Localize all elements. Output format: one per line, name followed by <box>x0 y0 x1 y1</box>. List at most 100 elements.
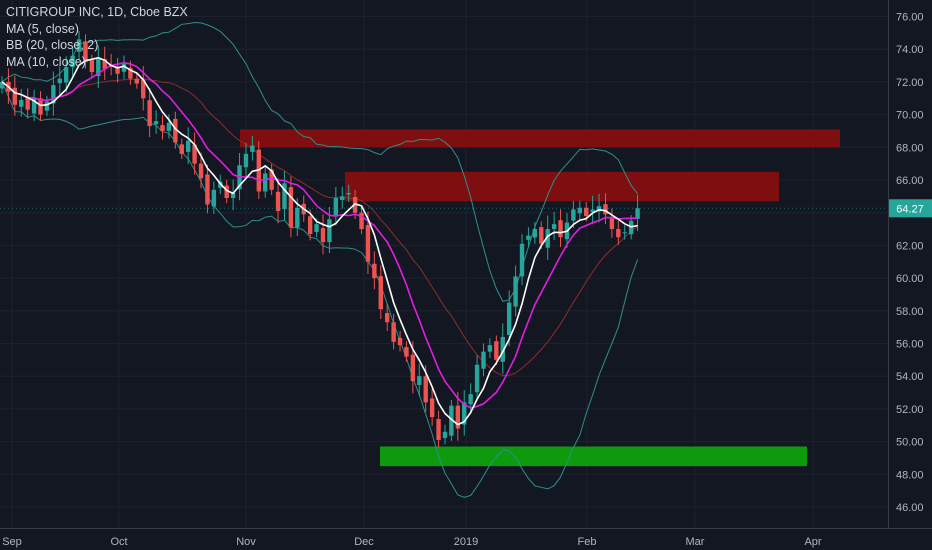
candle-body <box>288 187 294 228</box>
ma5-line <box>1 56 638 426</box>
y-tick-label: 74.00 <box>896 44 924 56</box>
candle-body <box>558 220 563 238</box>
y-tick-label: 70.00 <box>896 110 924 122</box>
candle-body <box>513 276 518 307</box>
candle-body <box>468 394 473 405</box>
candle-body <box>115 67 120 74</box>
price-axis-bg <box>888 0 932 550</box>
candle-body <box>609 218 615 230</box>
ma10-legend[interactable]: MA (10, close) <box>6 54 86 69</box>
y-tick-label: 68.00 <box>896 142 924 154</box>
bb-legend[interactable]: BB (20, close, 2) <box>6 38 99 52</box>
x-tick-label: 2019 <box>454 536 478 548</box>
candle-body <box>571 209 576 221</box>
moving-averages <box>1 56 638 426</box>
candle-body <box>12 87 18 105</box>
ma10-line <box>1 61 638 409</box>
candle-body <box>584 207 589 216</box>
candle-body <box>417 376 422 386</box>
candle-body <box>263 173 268 192</box>
candle-body <box>96 59 101 77</box>
x-tick-label: Apr <box>804 536 821 548</box>
candle-body <box>506 302 512 335</box>
candle-body <box>500 336 505 362</box>
candle-body <box>153 121 159 125</box>
candle-body <box>147 100 152 127</box>
candle-body <box>340 196 345 200</box>
x-tick-label: Dec <box>354 536 374 548</box>
candle-body <box>365 225 371 262</box>
candle-body <box>487 345 493 352</box>
resistance-zone <box>345 171 779 202</box>
candle-body <box>410 354 416 382</box>
support-zone <box>380 446 807 467</box>
candle-body <box>526 235 531 240</box>
candle-body <box>89 60 95 73</box>
candle-body <box>481 351 486 369</box>
candle-body <box>404 347 409 357</box>
candle-body <box>76 39 82 52</box>
candle-body <box>346 193 351 195</box>
x-tick-label: Nov <box>236 536 256 548</box>
price-zones <box>240 129 840 467</box>
bb-upper <box>1 21 638 302</box>
symbol-title[interactable]: CITIGROUP INC, 1D, Cboe BZX <box>6 5 188 19</box>
x-tick-label: Feb <box>578 536 597 548</box>
y-tick-label: 46.00 <box>896 502 924 514</box>
candle-body <box>250 145 255 152</box>
candle-body <box>474 364 480 393</box>
candle-body <box>166 122 172 131</box>
candle-body <box>70 55 75 68</box>
candle-body <box>295 207 300 228</box>
candle-body <box>327 219 332 243</box>
candle-body <box>0 81 5 89</box>
candle-body <box>397 337 403 346</box>
candle-body <box>224 185 229 198</box>
candle-body <box>211 189 217 207</box>
candle-body <box>64 67 69 83</box>
time-axis[interactable]: Sep Oct Nov Dec 2019 Feb Mar Apr <box>0 528 932 549</box>
chart-legend: CITIGROUP INC, 1D, Cboe BZX MA (5, close… <box>6 4 188 70</box>
candle-body <box>179 144 184 154</box>
y-tick-label: 60.00 <box>896 273 924 285</box>
y-tick-label: 54.00 <box>896 371 924 383</box>
candle-body <box>44 101 50 111</box>
candle-body <box>38 98 43 115</box>
x-tick-label: Sep <box>2 536 22 548</box>
candle-body <box>622 232 627 234</box>
candle-body <box>429 398 435 418</box>
candle-body <box>192 144 197 164</box>
candle-body <box>532 229 538 238</box>
candle-body <box>635 208 640 219</box>
candle-body <box>596 206 602 212</box>
candle-body <box>539 227 544 244</box>
y-tick-label: 48.00 <box>896 469 924 481</box>
y-tick-label: 50.00 <box>896 437 924 449</box>
candle-body <box>205 174 210 205</box>
x-tick-label: Oct <box>110 536 127 548</box>
candle-body <box>449 405 454 436</box>
candle-body <box>320 228 326 243</box>
candle-body <box>269 169 274 190</box>
candle-body <box>455 405 461 429</box>
candle-body <box>577 207 582 214</box>
candle-body <box>31 98 37 114</box>
candle-body <box>141 79 146 99</box>
y-tick-label: 56.00 <box>896 339 924 351</box>
x-tick-label: Mar <box>686 536 705 548</box>
candle-body <box>134 78 140 84</box>
ma5-legend[interactable]: MA (5, close) <box>6 21 79 36</box>
last-price-badge <box>889 199 932 218</box>
candle-body <box>243 153 249 168</box>
y-tick-label: 58.00 <box>896 306 924 318</box>
bb-basis <box>1 78 638 377</box>
y-tick-label: 66.00 <box>896 175 924 187</box>
candle-body <box>616 229 621 238</box>
candle-body <box>51 85 56 104</box>
bb-lower <box>1 81 639 498</box>
candle-body <box>102 59 107 69</box>
candle-body <box>385 313 390 323</box>
candle-body <box>83 41 88 63</box>
